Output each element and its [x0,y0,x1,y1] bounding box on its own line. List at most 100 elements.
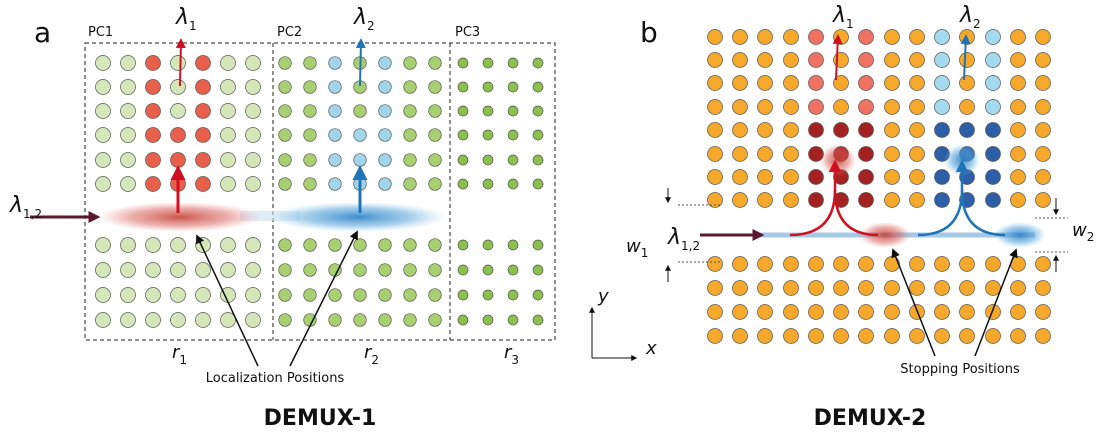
rod [809,305,824,320]
rod [809,281,824,296]
rod [834,30,849,45]
rod [354,239,367,252]
rod [354,129,367,142]
rod [483,130,493,140]
rod [171,128,186,143]
rod [404,314,417,327]
rod [508,130,518,140]
output-label: λ2 [353,5,375,33]
rod [1036,147,1051,162]
radius-label: r1 [172,342,187,367]
rod [809,329,824,344]
rod [859,147,874,162]
rod [885,193,900,208]
rod [458,265,468,275]
output-label: λ1 [175,5,197,33]
rod [910,257,925,272]
rod [246,153,261,168]
rod [1036,123,1051,138]
rod [885,329,900,344]
rod [885,53,900,68]
rod [859,329,874,344]
rod [246,80,261,95]
rod [859,53,874,68]
rod [429,81,442,94]
rod [935,76,950,91]
rod [758,281,773,296]
rod [121,153,136,168]
rod [246,263,261,278]
rod [533,265,543,275]
rod [708,30,723,45]
radius-label: r2 [364,342,379,367]
rod [121,104,136,119]
rod [483,58,493,68]
rod [809,53,824,68]
rod [533,82,543,92]
rod [1036,76,1051,91]
rod [784,147,799,162]
rod [329,129,342,142]
caption: DEMUX-2 [814,406,927,431]
rod [960,281,975,296]
rod [859,100,874,115]
panel-b: b w1 w2 λ1,2 λ1 λ2 Stopping Positions DE… [626,3,1094,431]
rod [834,305,849,320]
rod [329,154,342,167]
rod [986,147,1001,162]
rod [96,56,111,71]
rod [733,170,748,185]
rod [859,76,874,91]
rod [121,263,136,278]
crystal-label: PC3 [455,25,480,40]
rod [404,129,417,142]
rod [404,81,417,94]
rod [146,80,161,95]
rod [429,129,442,142]
rod [279,178,292,191]
rod [221,80,236,95]
rod [221,153,236,168]
rod [733,193,748,208]
rod [708,123,723,138]
lattice [96,30,1051,344]
rod [834,257,849,272]
rod [121,177,136,192]
rod [859,257,874,272]
rod [379,105,392,118]
rod [533,155,543,165]
rod [379,81,392,94]
rod [960,123,975,138]
annotation: Stopping Positions [900,362,1020,377]
rod [960,257,975,272]
glow [820,144,856,176]
rod [304,57,317,70]
rod [910,147,925,162]
rod [708,305,723,320]
rod [146,153,161,168]
rod [221,238,236,253]
rod [733,30,748,45]
rod [246,238,261,253]
rod [96,153,111,168]
rod [733,147,748,162]
rod [146,288,161,303]
rod [508,155,518,165]
rod [379,154,392,167]
axis-label: y [597,286,609,307]
rod [885,100,900,115]
rod [279,129,292,142]
rod [483,240,493,250]
rod [279,57,292,70]
rod [329,289,342,302]
rod [196,80,211,95]
rod [885,147,900,162]
rod [121,80,136,95]
rod [429,105,442,118]
rod [986,100,1001,115]
rod [404,264,417,277]
rod [246,56,261,71]
rod [809,170,824,185]
rod [533,130,543,140]
rod [935,170,950,185]
